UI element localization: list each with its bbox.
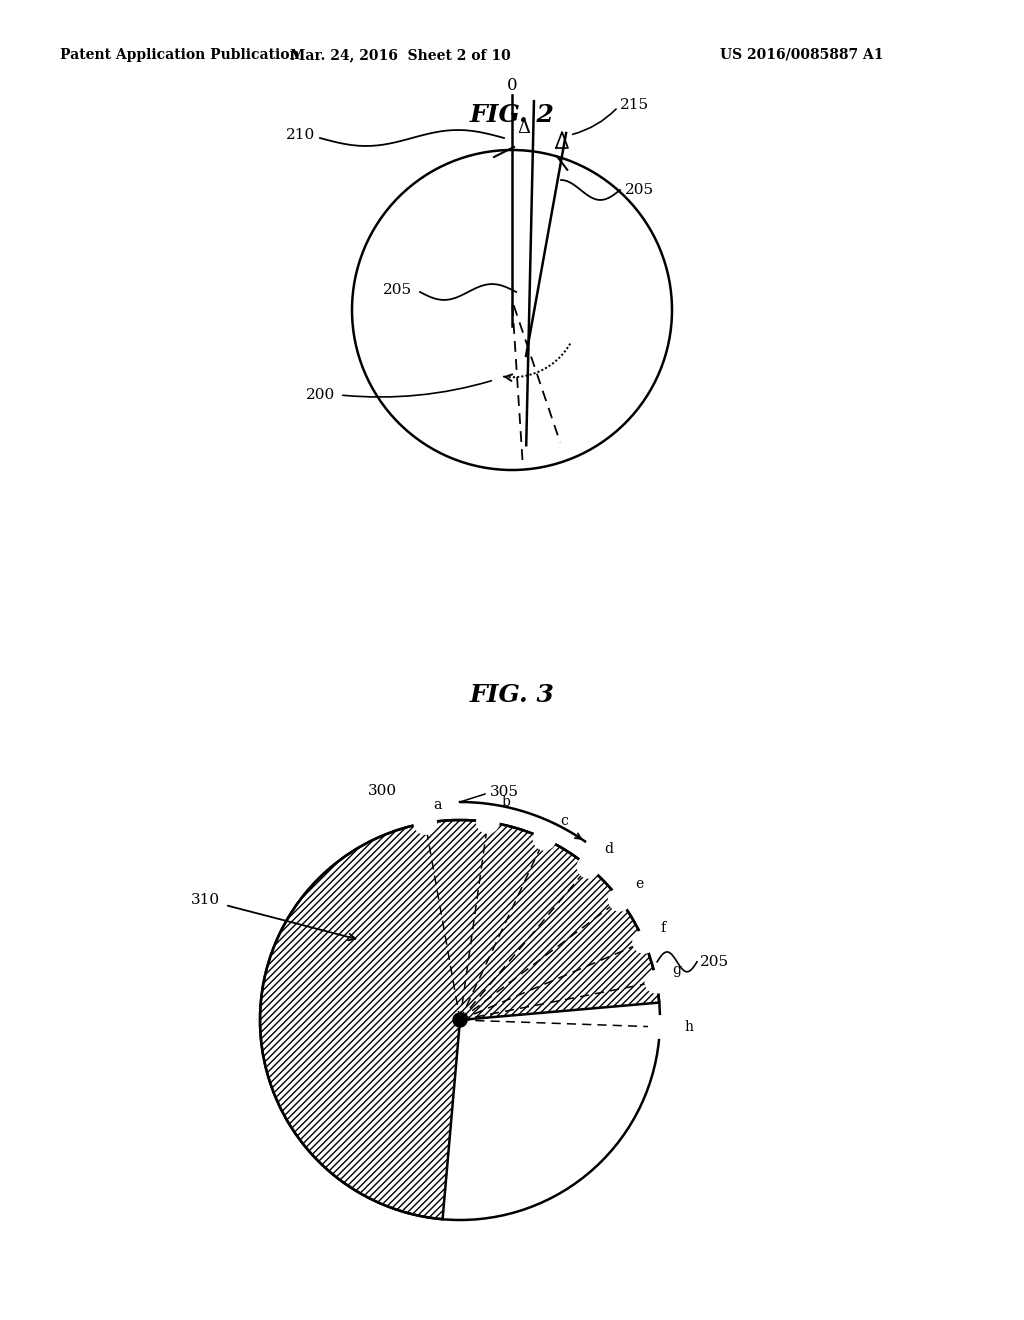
Text: 305: 305 <box>490 785 519 799</box>
Circle shape <box>415 812 436 834</box>
Text: Mar. 24, 2016  Sheet 2 of 10: Mar. 24, 2016 Sheet 2 of 10 <box>290 48 510 62</box>
Text: 200: 200 <box>306 388 335 403</box>
Text: c: c <box>560 813 568 828</box>
Text: a: a <box>433 799 441 812</box>
Circle shape <box>645 970 668 993</box>
Text: 210: 210 <box>286 128 315 143</box>
Text: f: f <box>660 921 666 935</box>
Text: b: b <box>502 795 511 809</box>
Text: 205: 205 <box>625 183 654 197</box>
Circle shape <box>608 888 631 911</box>
Circle shape <box>633 931 655 953</box>
Wedge shape <box>260 820 659 1220</box>
Text: 310: 310 <box>190 894 220 907</box>
Text: d: d <box>604 842 613 855</box>
Text: Patent Application Publication: Patent Application Publication <box>60 48 300 62</box>
Circle shape <box>649 1016 671 1038</box>
Text: US 2016/0085887 A1: US 2016/0085887 A1 <box>720 48 884 62</box>
Circle shape <box>453 1012 467 1027</box>
Text: FIG. 2: FIG. 2 <box>470 103 554 127</box>
Text: FIG. 3: FIG. 3 <box>470 682 554 708</box>
Circle shape <box>477 810 499 833</box>
Circle shape <box>578 855 600 878</box>
Text: 0: 0 <box>507 77 517 94</box>
Text: 205: 205 <box>383 282 412 297</box>
Text: e: e <box>636 876 644 891</box>
Circle shape <box>534 828 556 850</box>
Text: g: g <box>673 962 681 977</box>
Text: h: h <box>685 1020 694 1034</box>
Text: Δ: Δ <box>517 119 530 137</box>
Text: 205: 205 <box>700 954 729 969</box>
Text: 215: 215 <box>620 98 649 112</box>
Text: 300: 300 <box>369 784 397 799</box>
